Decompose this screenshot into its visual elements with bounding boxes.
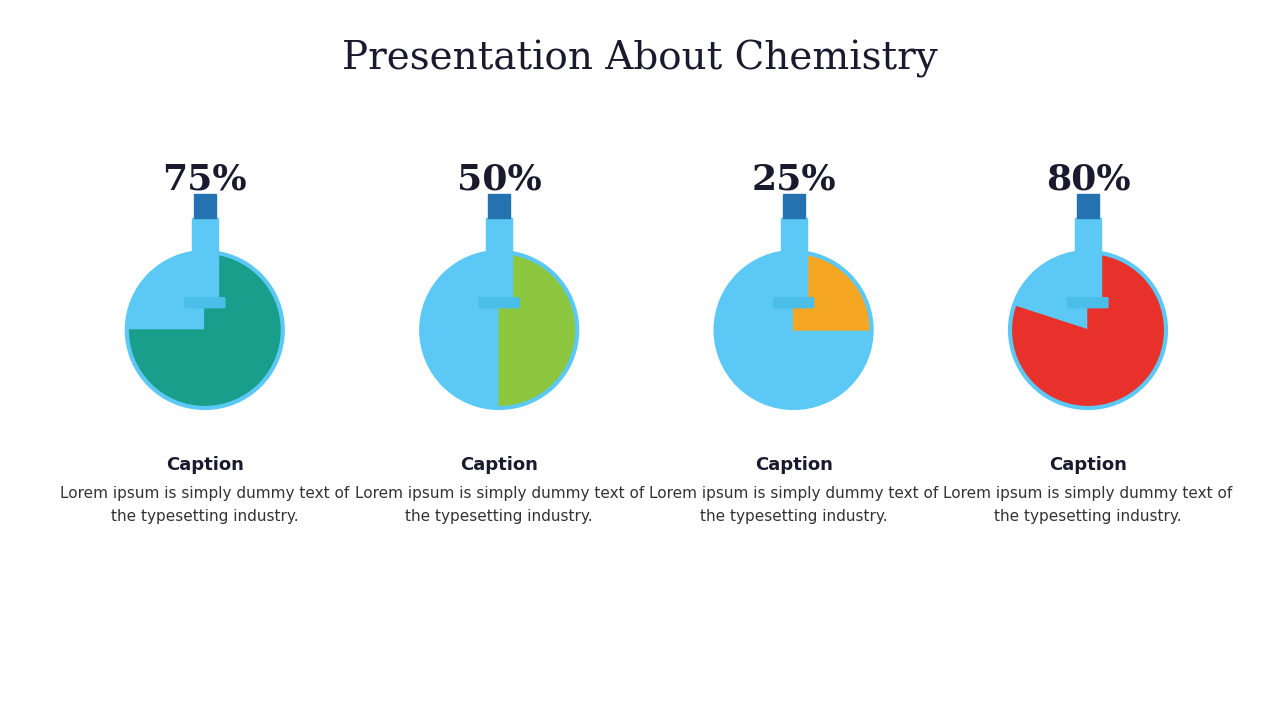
Text: Caption: Caption [166,456,243,474]
Text: 25%: 25% [751,163,836,197]
Bar [486,217,512,302]
Wedge shape [499,252,577,408]
Circle shape [127,252,283,408]
Text: 50%: 50% [457,163,541,197]
Circle shape [421,252,577,408]
Text: 80%: 80% [1046,163,1130,197]
Wedge shape [127,252,283,408]
Bar [1075,217,1101,302]
FancyBboxPatch shape [1068,297,1108,307]
FancyBboxPatch shape [773,297,814,307]
Text: Lorem ipsum is simply dummy text of
the typesetting industry.: Lorem ipsum is simply dummy text of the … [943,486,1233,524]
Text: Lorem ipsum is simply dummy text of
the typesetting industry.: Lorem ipsum is simply dummy text of the … [649,486,938,524]
Text: Caption: Caption [461,456,538,474]
Wedge shape [794,252,872,330]
Bar [782,194,805,217]
Circle shape [716,252,872,408]
Text: Caption: Caption [1050,456,1126,474]
Bar [781,217,806,302]
Text: 75%: 75% [163,163,247,197]
Text: Lorem ipsum is simply dummy text of
the typesetting industry.: Lorem ipsum is simply dummy text of the … [60,486,349,524]
Circle shape [1010,252,1166,408]
Bar [193,194,216,217]
Bar [488,194,511,217]
Text: Caption: Caption [755,456,832,474]
FancyBboxPatch shape [184,297,225,307]
Wedge shape [1010,252,1166,408]
FancyBboxPatch shape [479,297,520,307]
Text: Lorem ipsum is simply dummy text of
the typesetting industry.: Lorem ipsum is simply dummy text of the … [355,486,644,524]
Text: Presentation About Chemistry: Presentation About Chemistry [342,40,938,78]
Bar [192,217,218,302]
Bar [1076,194,1100,217]
